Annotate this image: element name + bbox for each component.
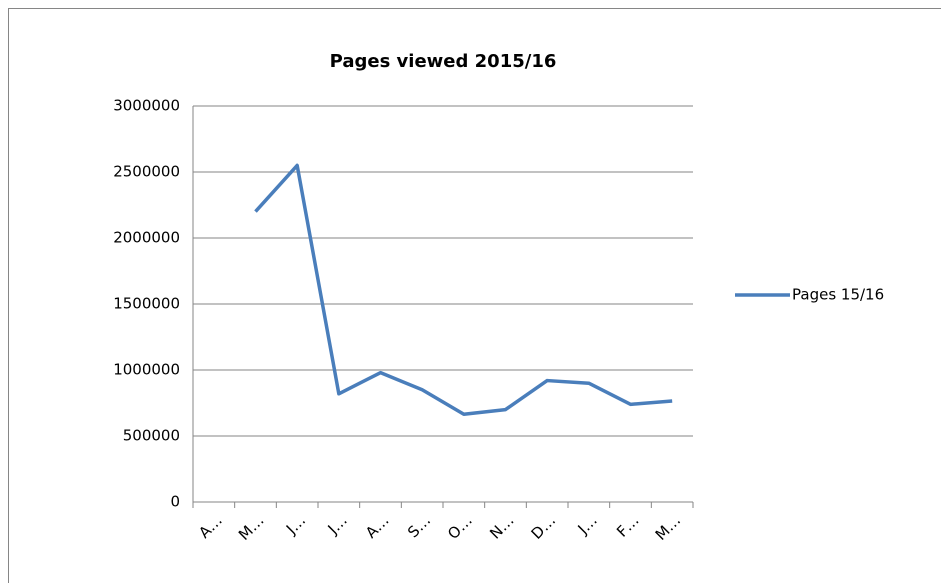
legend-label: Pages 15/16 [792, 286, 884, 304]
y-tick-label: 2500000 [113, 163, 180, 181]
y-tick-label: 500000 [123, 427, 180, 445]
y-tick-label: 1500000 [113, 295, 180, 313]
y-tick-label: 2000000 [113, 229, 180, 247]
y-tick-label: 3000000 [113, 97, 180, 115]
y-tick-label: 1000000 [113, 361, 180, 379]
y-tick-label: 0 [170, 493, 180, 511]
chart-title: Pages viewed 2015/16 [330, 51, 557, 72]
data-line [254, 163, 673, 416]
